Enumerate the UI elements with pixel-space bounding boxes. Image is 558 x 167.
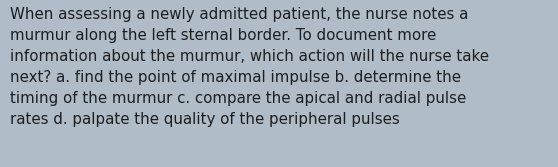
Text: When assessing a newly admitted patient, the nurse notes a
murmur along the left: When assessing a newly admitted patient,… <box>10 7 489 127</box>
